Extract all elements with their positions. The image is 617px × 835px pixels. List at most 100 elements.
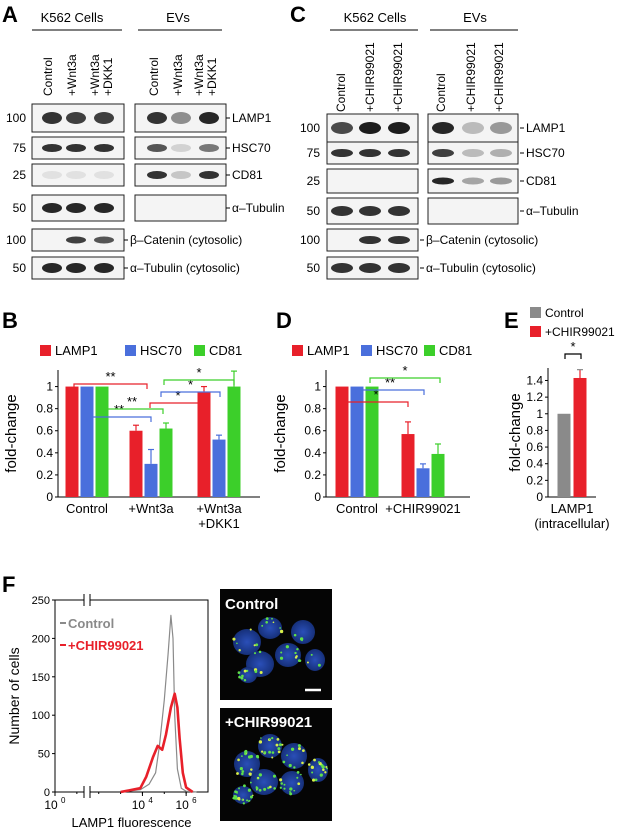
fluorescent-spot	[314, 778, 318, 782]
fluorescent-spot	[293, 789, 296, 792]
mw-marker: 50	[307, 204, 321, 218]
y-tick-label: 0	[314, 490, 321, 504]
significance-marker: *	[196, 365, 201, 380]
mw-marker: 100	[300, 121, 320, 135]
blot-band	[359, 149, 381, 157]
significance-marker: *	[188, 377, 193, 392]
fluorescent-spot	[232, 797, 234, 799]
fluorescent-spot	[313, 758, 316, 762]
blot-row-label: CD81	[232, 168, 263, 182]
fluorescent-spot	[324, 771, 327, 774]
fluorescent-spot	[289, 787, 293, 791]
fluorescent-spot	[238, 798, 241, 801]
legend-label: Control	[68, 616, 114, 631]
fluorescent-spot	[296, 647, 299, 651]
blot-band	[147, 112, 167, 124]
lane-label: Control	[334, 73, 348, 112]
bar	[65, 386, 79, 497]
legend-swatch	[40, 345, 51, 356]
significance-bracket	[86, 416, 152, 422]
blot-row-label: α–Tubulin (cytosolic)	[426, 261, 536, 275]
cell	[234, 751, 260, 777]
legend-label: CD81	[209, 343, 242, 358]
fluorescent-spot	[261, 624, 264, 627]
y-tick-label: 1	[314, 380, 321, 394]
blot-band	[432, 122, 454, 134]
blot-band	[359, 122, 381, 134]
bar	[365, 386, 379, 497]
fluorescent-spot	[244, 750, 248, 754]
fluorescent-spot	[241, 798, 244, 801]
fluorescent-spot	[279, 778, 283, 782]
fluorescent-spot	[255, 787, 259, 790]
y-tick-label: 0.6	[526, 440, 543, 454]
fluorescent-spot	[258, 788, 262, 792]
histogram-curve	[120, 692, 194, 794]
fluorescent-spot	[325, 765, 328, 769]
y-tick-label: 0	[44, 787, 50, 799]
fluorescent-spot	[268, 738, 271, 741]
mw-marker: 25	[13, 168, 27, 182]
group-label-k562: K562 Cells	[41, 10, 104, 25]
panel-c-headers: K562 Cells EVs	[330, 10, 518, 31]
fluorescent-spot	[273, 787, 276, 790]
blot-band	[388, 122, 410, 134]
micrograph-label: Control	[225, 596, 278, 613]
blot-band	[66, 171, 86, 179]
fluorescent-spot	[257, 776, 260, 779]
y-tick-label: 0.4	[526, 457, 543, 471]
y-tick-label: 0.4	[304, 446, 321, 460]
fluorescent-spot	[317, 663, 321, 667]
fluorescent-spot	[247, 788, 252, 792]
mw-marker: 75	[13, 141, 27, 155]
fluorescent-spot	[234, 790, 237, 794]
fluorescent-spot	[232, 637, 236, 641]
y-axis-label: Number of cells	[6, 647, 22, 744]
fluorescent-spot	[249, 795, 253, 799]
blot-band	[388, 206, 410, 216]
fluorescent-spot	[297, 744, 301, 748]
legend-label: HSC70	[376, 343, 418, 358]
fluorescent-spot	[238, 649, 241, 652]
fluorescent-spot	[242, 802, 245, 805]
fluorescent-spot	[258, 740, 263, 744]
significance-bracket	[149, 402, 207, 408]
legend-label: +CHIR99021	[68, 638, 144, 653]
fluorescent-spot	[301, 639, 303, 642]
cell	[281, 743, 307, 769]
blot-band	[388, 236, 410, 244]
fluorescent-spot	[280, 651, 283, 654]
fluorescent-spot	[268, 750, 272, 754]
fluorescent-spot	[297, 782, 301, 786]
blot-row-label: α–Tubulin	[232, 201, 285, 215]
significance-marker: *	[570, 339, 575, 354]
legend-label: CD81	[439, 343, 472, 358]
panel-a-lane-labels: Control +Wnt3a +Wnt3a +DKK1 Control +Wnt…	[41, 54, 219, 96]
bar	[335, 386, 349, 497]
fluorescent-spot	[241, 770, 245, 773]
lane-label: +DKK1	[101, 57, 115, 96]
lane-label: +CHIR99021	[492, 42, 506, 112]
blot-band	[147, 144, 167, 152]
micrograph-chir: +CHIR99021	[220, 708, 332, 821]
micrograph-label: +CHIR99021	[225, 714, 312, 731]
blot-band	[462, 149, 484, 157]
panel-label-c: C	[290, 2, 306, 27]
significance-bracket	[369, 377, 441, 383]
mw-marker: 25	[307, 174, 321, 188]
chart-b: 0 0.2 0.4 0.6 0.8 1 fold-change LAMP1 HSC70 CD81 C…	[3, 343, 260, 531]
y-tick-label: 1	[46, 380, 53, 394]
blot-band	[94, 144, 114, 152]
fluorescent-spot	[297, 747, 301, 751]
blot-band	[171, 112, 191, 124]
fluorescent-spot	[236, 772, 239, 775]
panel-a-blots: 100 LAMP1 75 HSC70 25 CD81 50 α–Tubulin 100 β–Cat…	[6, 103, 285, 280]
x-tick-label: Control	[336, 501, 378, 516]
fluorescent-spot	[310, 653, 313, 656]
fluorescent-spot	[243, 679, 247, 682]
fluorescent-spot	[263, 787, 267, 791]
y-tick-label: 100	[32, 710, 50, 722]
fluorescent-spot	[255, 754, 259, 759]
